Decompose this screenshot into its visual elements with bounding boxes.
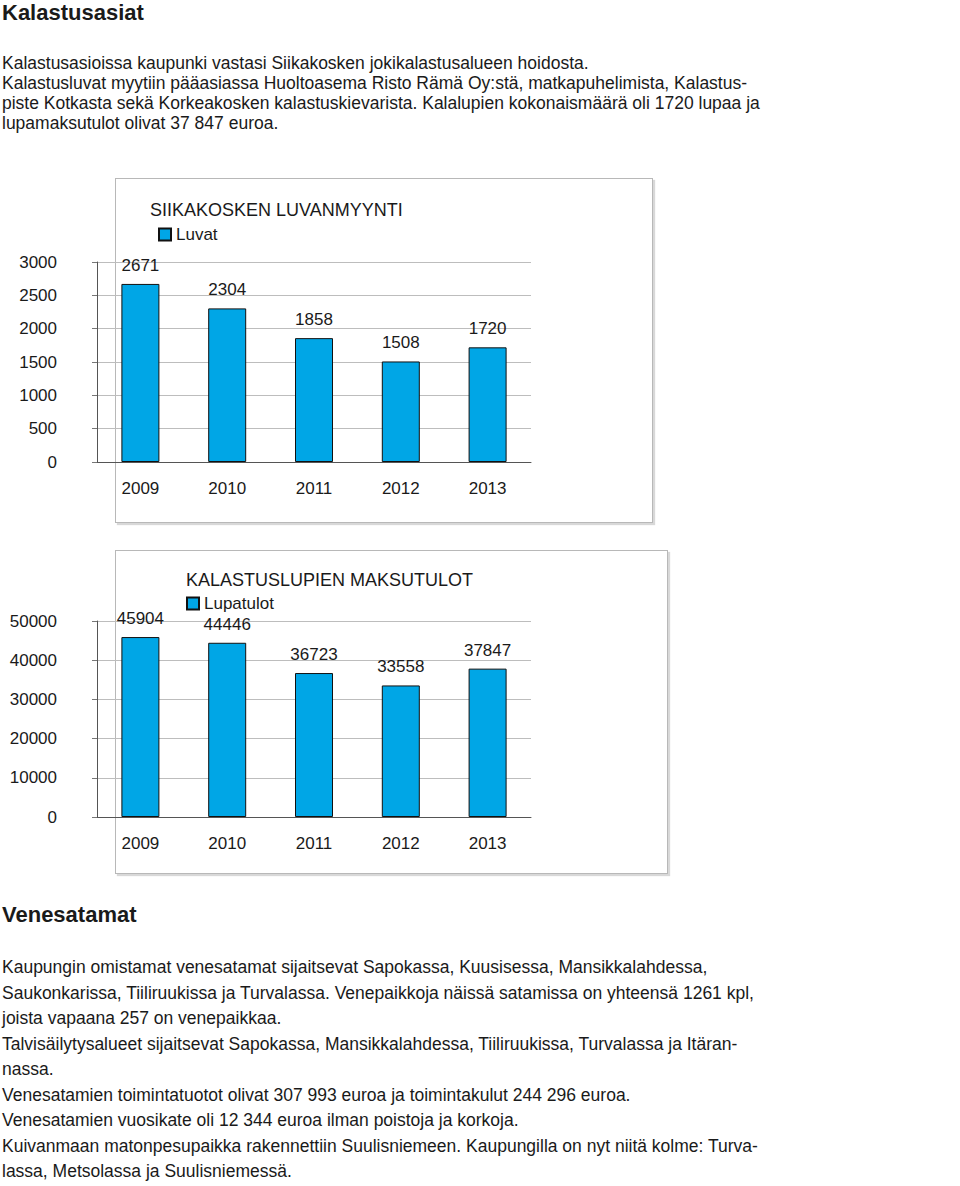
html-text:Talvisäilytysalueet sijaitseva: Talvisäilytysalueet sijaitsevat Sapokass…: [2, 1033, 738, 1054]
html-text:Venesatamien vuosikate oli 12: Venesatamien vuosikate oli 12 344 euroa …: [2, 1110, 519, 1130]
svg-text:2304: 2304: [208, 280, 246, 299]
html-text:Kalastusasiat: Kalastusasiat: [2, 0, 144, 25]
svg-text:2013: 2013: [469, 479, 507, 498]
svg-text:2009: 2009: [121, 479, 159, 498]
svg-text:50000: 50000: [10, 612, 57, 631]
svg-text:20000: 20000: [10, 729, 57, 748]
svg-text:40000: 40000: [10, 651, 57, 670]
svg-text:1858: 1858: [295, 310, 333, 329]
svg-text:KALASTUSLUPIEN MAKSUTULOT: KALASTUSLUPIEN MAKSUTULOT: [186, 570, 473, 590]
svg-text:1508: 1508: [382, 333, 420, 352]
html-text:Venesatamien toimintatuotot ol: Venesatamien toimintatuotot olivat 307 9…: [2, 1084, 631, 1105]
svg-text:30000: 30000: [10, 690, 57, 709]
html-text:piste Kotkasta sekä Korkeakosk: piste Kotkasta sekä Korkeakosken kalastu…: [2, 93, 760, 113]
svg-text:2012: 2012: [382, 834, 420, 853]
svg-text:2012: 2012: [382, 479, 420, 498]
svg-text:10000: 10000: [10, 768, 57, 787]
svg-text:SIIKAKOSKEN LUVANMYYNTI: SIIKAKOSKEN LUVANMYYNTI: [150, 200, 403, 220]
svg-text:2671: 2671: [121, 256, 159, 275]
svg-text:37847: 37847: [464, 641, 511, 660]
svg-text:2500: 2500: [19, 286, 57, 305]
svg-text:33558: 33558: [377, 657, 424, 676]
svg-text:1000: 1000: [19, 386, 57, 405]
html-text:Saukonkarissa, Tiiliruukissa j: Saukonkarissa, Tiiliruukissa ja Turvalas…: [2, 982, 754, 1003]
html-text:Kuivanmaan matonpesupaikka rak: Kuivanmaan matonpesupaikka rakennettiin …: [2, 1135, 758, 1156]
html-text:lupamaksutulot olivat 37 847 e: lupamaksutulot olivat 37 847 euroa.: [2, 113, 279, 133]
svg-text:2011: 2011: [296, 479, 333, 498]
svg-text:2010: 2010: [208, 479, 246, 498]
svg-text:44446: 44446: [204, 615, 251, 634]
svg-text:Lupatulot: Lupatulot: [204, 594, 274, 613]
svg-text:500: 500: [29, 419, 57, 438]
html-text:Venesatamat: Venesatamat: [2, 902, 137, 927]
svg-text:2013: 2013: [469, 834, 507, 853]
svg-text:0: 0: [48, 453, 57, 472]
svg-text:1500: 1500: [19, 353, 57, 372]
svg-text:2000: 2000: [19, 319, 57, 338]
svg-text:2010: 2010: [208, 834, 246, 853]
html-text:joista vapaana 257 on venepaik: joista vapaana 257 on venepaikkaa.: [2, 1008, 282, 1028]
svg-text:1720: 1720: [469, 319, 507, 338]
svg-text:45904: 45904: [117, 609, 164, 628]
html-text:lassa, Metsolassa ja Suulisnie: lassa, Metsolassa ja Suulisniemessä.: [2, 1161, 292, 1181]
svg-text:3000: 3000: [19, 253, 57, 272]
html-text:nassa.: nassa.: [2, 1059, 54, 1079]
html-text:Kalastusluvat myytiin pääasias: Kalastusluvat myytiin pääasiassa Huoltoa…: [2, 73, 747, 93]
svg-text:2009: 2009: [121, 834, 159, 853]
svg-text:2011: 2011: [296, 834, 333, 853]
svg-text:36723: 36723: [290, 645, 337, 664]
svg-text:0: 0: [48, 808, 57, 827]
svg-text:Luvat: Luvat: [176, 225, 218, 244]
html-text:Kaupungin omistamat venesatama: Kaupungin omistamat venesatamat sijaitse…: [2, 957, 708, 977]
html-text:Kalastusasioissa kaupunki vast: Kalastusasioissa kaupunki vastasi Siikak…: [2, 53, 589, 73]
